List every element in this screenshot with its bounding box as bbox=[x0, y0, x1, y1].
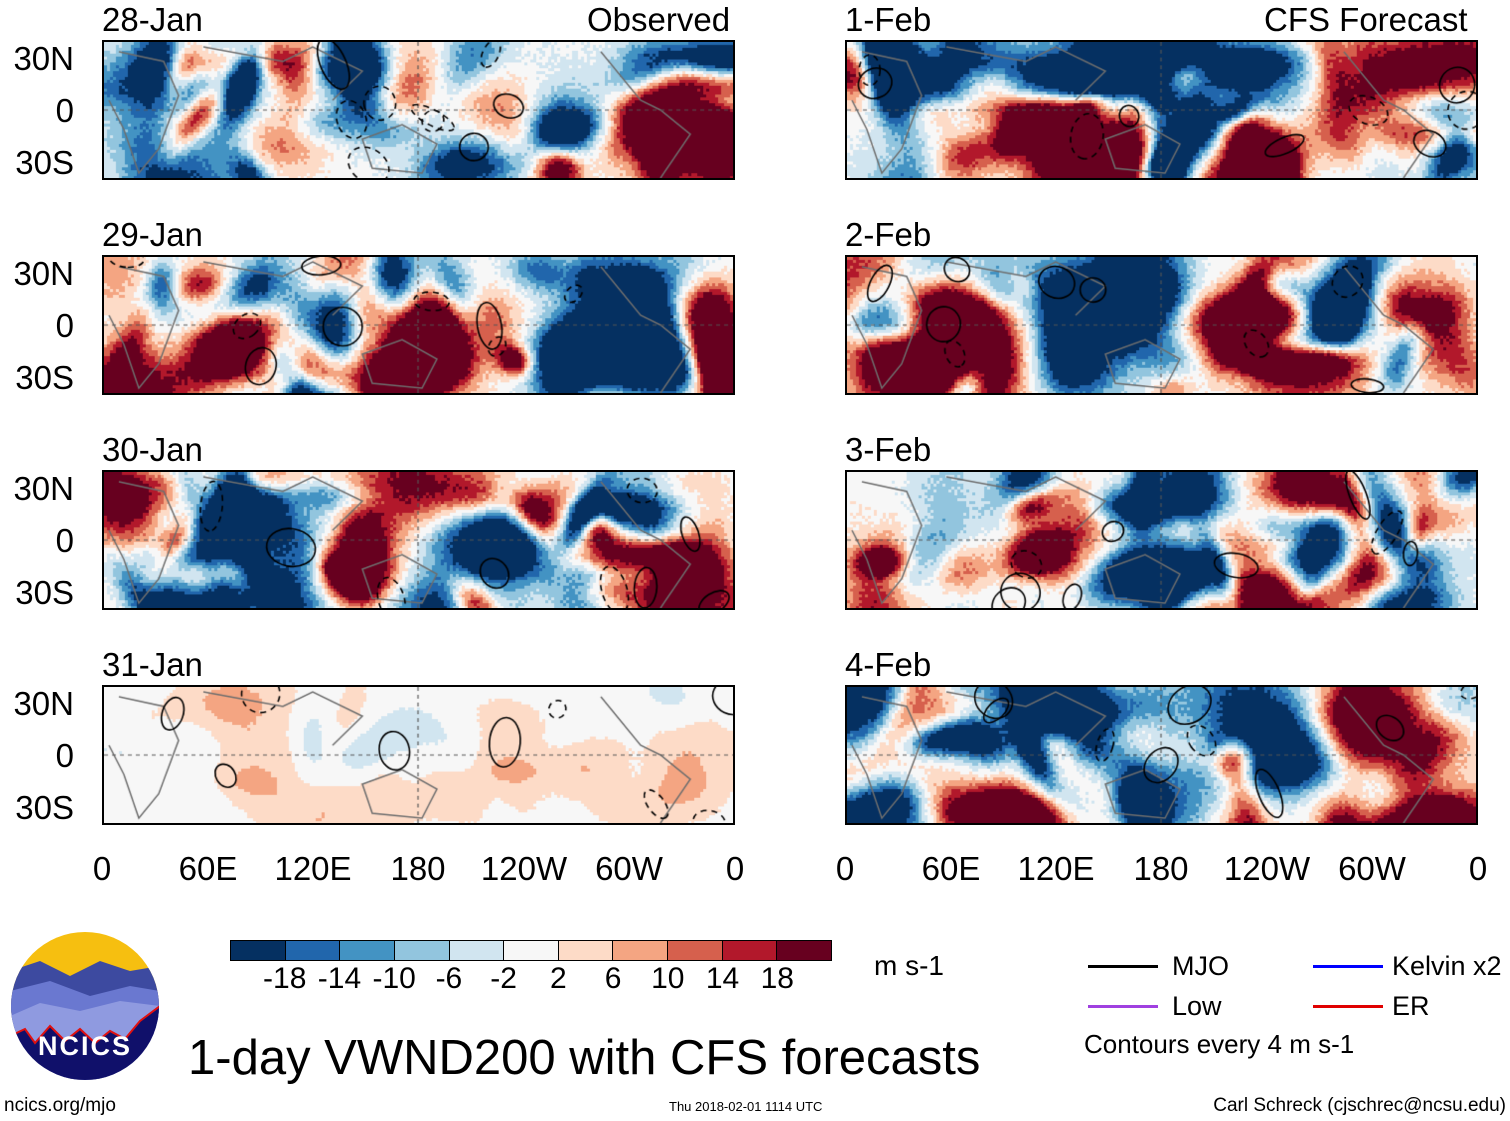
lat-tick-label: 30S bbox=[15, 789, 74, 826]
panel-date-label: 30-Jan bbox=[102, 431, 203, 468]
vwnd-heatmap bbox=[104, 257, 733, 393]
lat-tick-label: 30N bbox=[13, 40, 74, 77]
legend-er-line bbox=[1313, 1005, 1383, 1008]
colorbar-tick-label: 10 bbox=[651, 962, 685, 995]
map-panel-observed-2 bbox=[102, 470, 735, 610]
legend-low-label: Low bbox=[1172, 991, 1222, 1021]
panel-date-label: 3-Feb bbox=[845, 431, 932, 468]
lat-tick-label: 30N bbox=[13, 470, 74, 507]
map-panel-forecast-3 bbox=[845, 685, 1478, 825]
colorbar-swatch bbox=[777, 941, 832, 960]
panel-date-label: 29-Jan bbox=[102, 216, 203, 253]
colorbar-swatch bbox=[558, 941, 614, 960]
map-panel-forecast-0 bbox=[845, 40, 1478, 180]
colorbar-swatch bbox=[285, 941, 341, 960]
panel-date-label: 1-Feb bbox=[845, 1, 932, 38]
map-panel-observed-1 bbox=[102, 255, 735, 395]
panel-date-label: 28-Jan bbox=[102, 1, 203, 38]
lat-tick-label: 0 bbox=[55, 737, 74, 774]
observed-label: Observed bbox=[587, 1, 731, 38]
panel-date-label: 4-Feb bbox=[845, 646, 932, 683]
lat-tick-label: 30S bbox=[15, 359, 74, 396]
colorbar-swatch bbox=[613, 941, 669, 960]
lon-tick-label: 60E bbox=[178, 850, 238, 887]
lon-tick-label: 120E bbox=[274, 850, 352, 887]
map-panel-forecast-2 bbox=[845, 470, 1478, 610]
vwnd-heatmap bbox=[847, 687, 1476, 823]
colorbar bbox=[230, 940, 832, 961]
colorbar-tick-label: -14 bbox=[317, 962, 362, 995]
lon-tick-label: 60W bbox=[1338, 850, 1406, 887]
colorbar-units: m s-1 bbox=[874, 950, 944, 981]
footer-author: Carl Schreck (cjschrec@ncsu.edu) bbox=[1213, 1095, 1506, 1116]
footer-timestamp: Thu 2018-02-01 1114 UTC bbox=[669, 1099, 823, 1114]
legend-low-line bbox=[1088, 1005, 1158, 1008]
lon-tick-label: 0 bbox=[92, 850, 112, 887]
map-panel-forecast-1 bbox=[845, 255, 1478, 395]
colorbar-tick-label: -6 bbox=[435, 962, 463, 995]
colorbar-swatch bbox=[231, 941, 286, 960]
ncics-logo: NCICS bbox=[10, 931, 160, 1081]
colorbar-swatch bbox=[340, 941, 395, 960]
legend-mjo-label: MJO bbox=[1172, 951, 1229, 981]
vwnd-heatmap bbox=[104, 42, 733, 178]
lat-tick-label: 30N bbox=[13, 685, 74, 722]
vwnd-heatmap bbox=[104, 472, 733, 608]
lat-tick-label: 30S bbox=[15, 144, 74, 181]
lat-tick-label: 0 bbox=[55, 522, 74, 559]
legend-kelvin-label: Kelvin x2 bbox=[1392, 951, 1502, 981]
lon-tick-label: 60W bbox=[595, 850, 663, 887]
legend-er-label: ER bbox=[1392, 991, 1430, 1021]
colorbar-swatch bbox=[722, 941, 778, 960]
svg-text:NCICS: NCICS bbox=[38, 1031, 132, 1061]
colorbar-tick-label: 6 bbox=[604, 962, 622, 995]
lat-tick-label: 0 bbox=[55, 307, 74, 344]
colorbar-tick-label: 2 bbox=[550, 962, 567, 995]
vwnd-heatmap bbox=[104, 687, 733, 823]
vwnd-heatmap bbox=[847, 257, 1476, 393]
colorbar-swatch bbox=[668, 941, 723, 960]
colorbar-tick-label: -10 bbox=[372, 962, 416, 995]
colorbar-tick-label: -2 bbox=[490, 962, 517, 995]
panel-date-label: 2-Feb bbox=[845, 216, 932, 253]
colorbar-tick-label: -18 bbox=[263, 962, 307, 995]
lat-tick-label: 30N bbox=[13, 255, 74, 292]
vwnd-heatmap bbox=[847, 42, 1476, 178]
footer-url[interactable]: ncics.org/mjo bbox=[4, 1095, 116, 1116]
legend-kelvin-line bbox=[1313, 965, 1383, 968]
colorbar-tick-label: 18 bbox=[760, 962, 794, 995]
vwnd-heatmap bbox=[847, 472, 1476, 608]
lon-tick-label: 180 bbox=[390, 850, 446, 887]
lon-tick-label: 0 bbox=[725, 850, 745, 887]
colorbar-swatch bbox=[504, 941, 559, 960]
colorbar-tick-label: 14 bbox=[705, 962, 740, 995]
lon-tick-label: 120E bbox=[1017, 850, 1095, 887]
map-panel-observed-0 bbox=[102, 40, 735, 180]
lon-tick-label: 120W bbox=[1223, 850, 1311, 887]
lon-tick-label: 0 bbox=[1468, 850, 1488, 887]
lon-tick-label: 120W bbox=[480, 850, 568, 887]
cfs-forecast-label: CFS Forecast bbox=[1264, 1, 1468, 38]
lon-tick-label: 0 bbox=[835, 850, 855, 887]
lat-tick-label: 30S bbox=[15, 574, 74, 611]
panel-date-label: 31-Jan bbox=[102, 646, 203, 683]
lon-tick-label: 60E bbox=[921, 850, 981, 887]
map-panel-observed-3 bbox=[102, 685, 735, 825]
colorbar-swatch bbox=[394, 941, 450, 960]
contour-note: Contours every 4 m s-1 bbox=[1084, 1029, 1355, 1059]
lat-tick-label: 0 bbox=[55, 92, 74, 129]
colorbar-swatch bbox=[449, 941, 505, 960]
figure-title: 1-day VWND200 with CFS forecasts bbox=[188, 1031, 981, 1085]
legend-mjo-line bbox=[1088, 965, 1158, 968]
lon-tick-label: 180 bbox=[1133, 850, 1189, 887]
